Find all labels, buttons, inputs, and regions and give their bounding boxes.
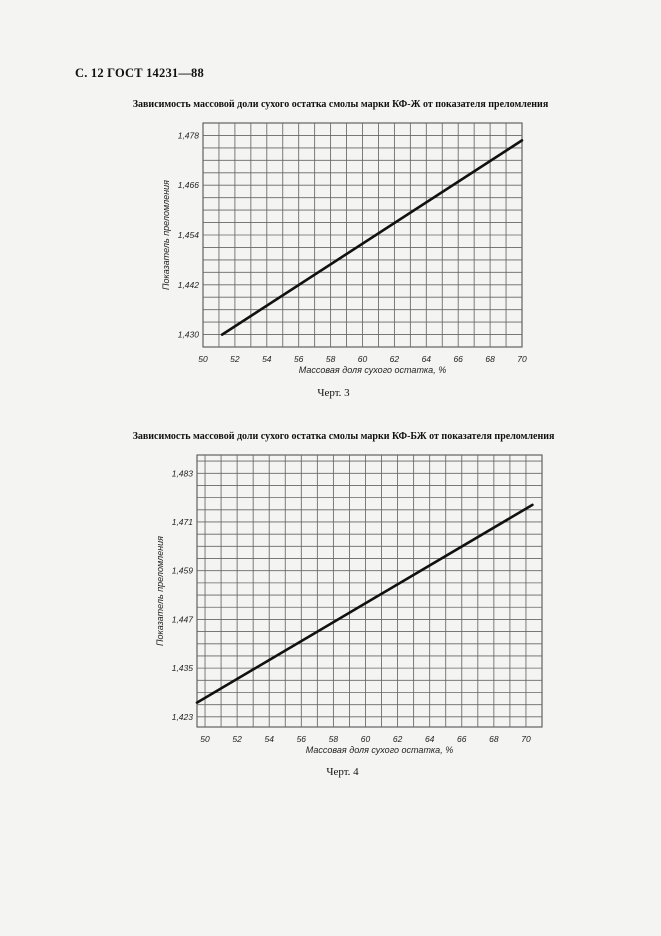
chart-title-kf-bzh: Зависимость массовой доли сухого остатка… (132, 431, 555, 442)
x-tick-label: 54 (262, 354, 272, 364)
x-tick-label: 58 (329, 734, 339, 744)
x-tick-label: 60 (361, 734, 371, 744)
x-tick-label: 52 (232, 734, 242, 744)
x-tick-label: 66 (453, 354, 463, 364)
y-tick-label: 1,430 (178, 330, 200, 340)
y-tick-label: 1,478 (178, 130, 200, 140)
figure-caption-4: Черт. 4 (326, 766, 359, 778)
x-tick-label: 68 (489, 734, 499, 744)
x-tick-label: 64 (422, 354, 432, 364)
x-tick-label: 52 (230, 354, 240, 364)
x-tick-label: 50 (200, 734, 210, 744)
y-tick-label: 1,447 (172, 614, 194, 624)
chart-title-kf-zh: Зависимость массовой доли сухого остатка… (132, 99, 549, 110)
figure-caption-3: Черт. 3 (317, 387, 350, 399)
y-tick-label: 1,483 (172, 468, 194, 478)
x-tick-label: 62 (393, 734, 403, 744)
x-axis-label: Массовая доля сухого остатка, % (299, 365, 446, 375)
x-tick-label: 58 (326, 354, 336, 364)
x-axis-label: Массовая доля сухого остатка, % (306, 745, 453, 755)
series-line (220, 139, 524, 336)
x-tick-label: 56 (297, 734, 307, 744)
x-tick-label: 68 (485, 354, 495, 364)
y-tick-label: 1,442 (178, 280, 200, 290)
x-tick-label: 56 (294, 354, 304, 364)
series-line (195, 503, 534, 704)
y-tick-label: 1,454 (178, 230, 200, 240)
y-tick-label: 1,459 (172, 566, 194, 576)
x-tick-label: 62 (390, 354, 400, 364)
plot-frame (196, 454, 543, 728)
y-axis-label: Показатель преломления (155, 536, 165, 646)
y-axis-label: Показатель преломления (161, 180, 171, 290)
y-tick-label: 1,423 (172, 712, 194, 722)
page-header: С. 12 ГОСТ 14231—88 (75, 66, 204, 80)
x-tick-label: 64 (425, 734, 435, 744)
y-tick-label: 1,466 (178, 180, 200, 190)
y-tick-label: 1,471 (172, 517, 194, 527)
x-tick-label: 70 (521, 734, 531, 744)
y-tick-label: 1,435 (172, 663, 194, 673)
x-tick-label: 70 (517, 354, 527, 364)
x-tick-label: 60 (358, 354, 368, 364)
x-tick-label: 66 (457, 734, 467, 744)
x-tick-label: 54 (264, 734, 274, 744)
x-tick-label: 50 (198, 354, 208, 364)
